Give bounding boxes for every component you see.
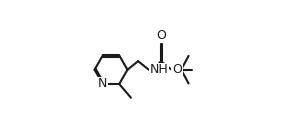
Text: O: O xyxy=(156,29,166,42)
Text: N: N xyxy=(98,77,107,90)
Text: NH: NH xyxy=(149,63,168,76)
Text: O: O xyxy=(172,63,182,76)
